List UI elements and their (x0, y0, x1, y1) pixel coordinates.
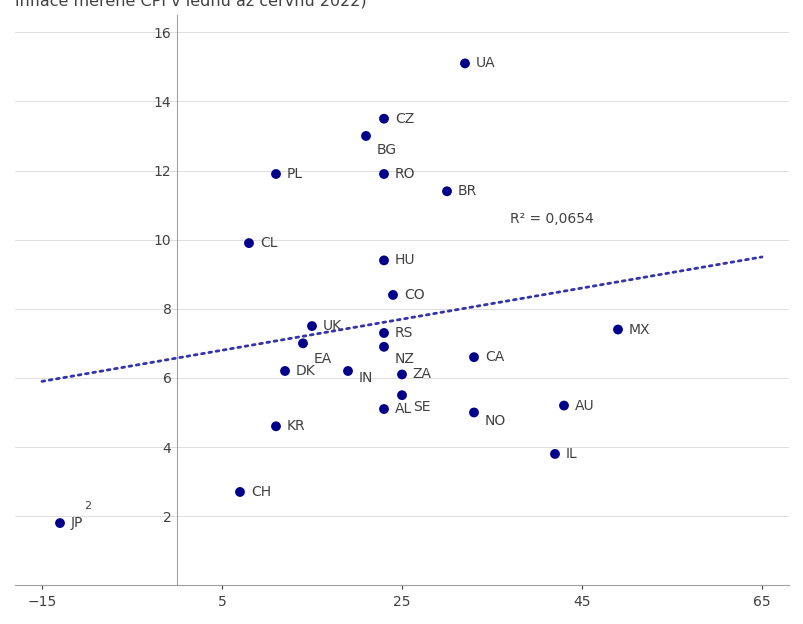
Point (305, 321, 318, 331)
Text: NZ: NZ (394, 352, 414, 366)
Point (611, 324, 624, 334)
Point (440, 187, 453, 197)
Point (395, 369, 408, 379)
Point (359, 131, 372, 141)
Text: HU: HU (394, 253, 415, 268)
Text: MX: MX (628, 323, 650, 336)
Point (278, 366, 291, 376)
Text: AL: AL (394, 402, 412, 416)
Text: CZ: CZ (394, 112, 414, 125)
Text: BG: BG (377, 143, 397, 157)
Text: KR: KR (287, 419, 305, 433)
Text: R² = 0,0654: R² = 0,0654 (509, 212, 593, 226)
Point (377, 169, 390, 179)
Point (269, 169, 282, 179)
Point (548, 449, 560, 459)
Text: IL: IL (565, 447, 577, 461)
Point (377, 255, 390, 265)
Text: CL: CL (259, 236, 277, 250)
Text: NO: NO (484, 414, 505, 428)
Text: SE: SE (412, 400, 430, 414)
Text: DK: DK (296, 364, 315, 378)
Text: ZA: ZA (412, 368, 431, 381)
Point (296, 338, 309, 348)
Text: CO: CO (403, 288, 424, 302)
Point (395, 390, 408, 400)
Text: UK: UK (322, 319, 341, 333)
Text: AU: AU (574, 399, 593, 412)
Text: UA: UA (475, 56, 495, 71)
Point (243, 238, 255, 248)
Point (341, 366, 354, 376)
Text: CA: CA (484, 350, 503, 364)
Text: IN: IN (358, 371, 373, 385)
Point (556, 401, 569, 411)
Text: JP: JP (71, 516, 83, 530)
Point (377, 114, 390, 124)
Point (467, 407, 480, 417)
Point (269, 421, 282, 431)
Text: (vodorovná osa: růst M3 od března 2020; svislá osa: průměrná míra
inflace měřené: (vodorovná osa: růst M3 od března 2020; … (15, 0, 560, 9)
Point (234, 487, 247, 497)
Text: EA: EA (313, 352, 332, 366)
Text: RO: RO (394, 167, 415, 181)
Text: 2: 2 (84, 501, 92, 511)
Point (386, 290, 399, 300)
Point (377, 328, 390, 338)
Text: PL: PL (287, 167, 303, 181)
Point (54, 518, 67, 528)
Point (467, 352, 480, 362)
Point (377, 342, 390, 352)
Text: CH: CH (251, 485, 271, 499)
Point (377, 404, 390, 414)
Text: BR: BR (457, 184, 476, 198)
Text: RS: RS (394, 326, 413, 340)
Point (458, 59, 471, 69)
